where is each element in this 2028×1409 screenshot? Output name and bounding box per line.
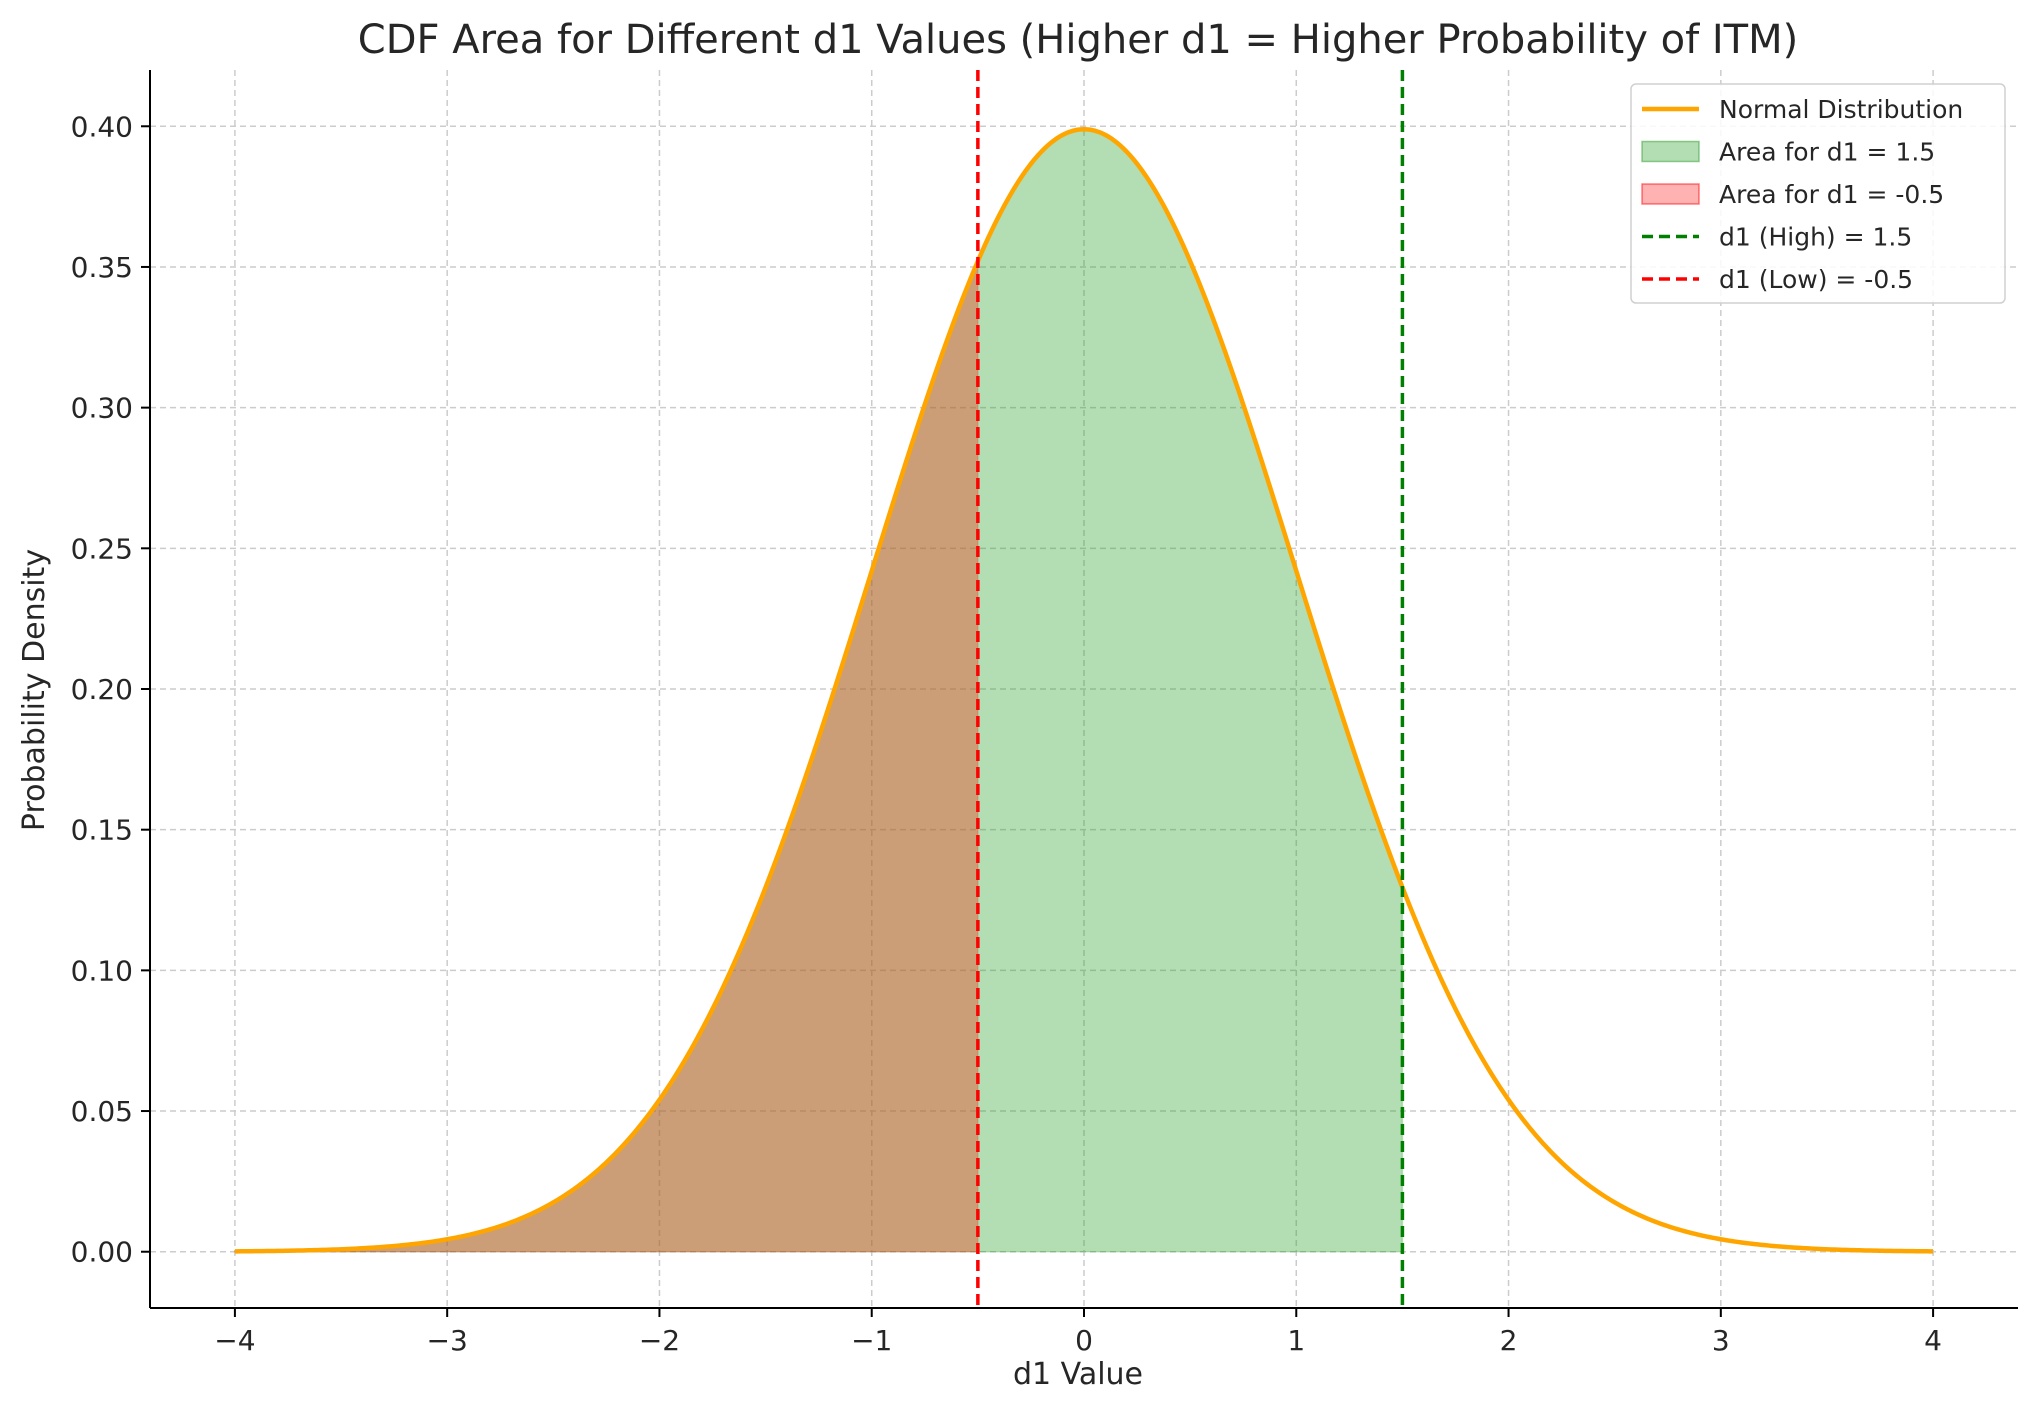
y-axis-label: Probability Density [17, 549, 52, 831]
x-tick-label-4: 0 [1075, 1324, 1093, 1357]
legend-label-0: Normal Distribution [1719, 95, 1963, 124]
legend-label-1: Area for d1 = 1.5 [1719, 138, 1935, 167]
x-tick-label-8: 4 [1924, 1324, 1942, 1357]
x-tick-label-6: 2 [1500, 1324, 1518, 1357]
y-tick-label-6: 0.30 [71, 392, 133, 425]
legend-handle-1 [1641, 140, 1700, 163]
x-tick-label-5: 1 [1287, 1324, 1305, 1357]
y-tick-label-3: 0.15 [71, 814, 133, 847]
x-ticks: −4 −3 −2 −1 0 1 2 3 4 [214, 1308, 1942, 1357]
y-tick-label-2: 0.10 [71, 954, 133, 987]
legend-label-3: d1 (High) = 1.5 [1719, 223, 1912, 252]
x-tick-label-7: 3 [1712, 1324, 1730, 1357]
y-tick-label-8: 0.40 [71, 110, 133, 143]
x-tick-label-2: −2 [639, 1324, 680, 1357]
chart-title: CDF Area for Different d1 Values (Higher… [358, 17, 1798, 63]
legend-label-4: d1 (Low) = -0.5 [1719, 265, 1913, 294]
legend-handle-2 [1641, 183, 1700, 205]
area-1 [234, 260, 979, 1253]
x-axis-label: d1 Value [1013, 1357, 1143, 1392]
y-ticks: 0.00 0.05 0.10 0.15 0.20 0.25 0.30 0.35 0.40 [71, 110, 150, 1269]
y-tick-label-4: 0.20 [71, 673, 133, 706]
x-tick-label-1: −3 [427, 1324, 468, 1357]
x-tick-label-3: −1 [851, 1324, 892, 1357]
legend-box [1630, 83, 2006, 304]
y-tick-label-5: 0.25 [71, 532, 133, 565]
y-tick-label-7: 0.35 [71, 251, 133, 284]
legend: Normal Distribution Area for d1 = 1.5 Area… [1630, 83, 2006, 304]
y-tick-label-0: 0.00 [71, 1236, 133, 1269]
normal-distribution-curve [234, 127, 1934, 1254]
curve-layer [234, 127, 1934, 1254]
y-tick-label-1: 0.05 [71, 1095, 133, 1128]
vlines [976, 70, 1405, 1308]
x-tick-label-0: −4 [214, 1324, 255, 1357]
legend-label-2: Area for d1 = -0.5 [1719, 180, 1944, 209]
areas [234, 128, 1404, 1253]
